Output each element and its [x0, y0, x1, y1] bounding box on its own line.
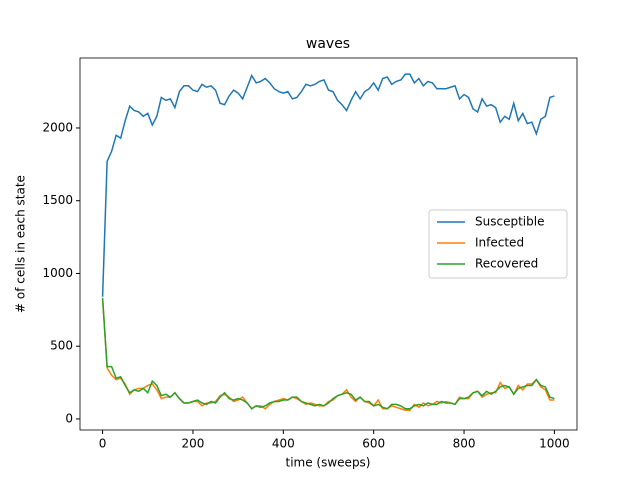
legend-label: Infected	[475, 236, 524, 250]
y-tick-label: 1000	[42, 266, 73, 280]
x-tick-label: 200	[182, 437, 205, 451]
y-tick-label: 2000	[42, 120, 73, 134]
y-tick-label: 0	[65, 411, 73, 425]
x-axis-label: time (sweeps)	[286, 456, 371, 470]
legend-box	[428, 209, 568, 279]
data-line	[101, 298, 555, 410]
legend-label: Susceptible	[475, 215, 544, 229]
x-tick-label: 1000	[539, 437, 570, 451]
x-tick-label: 600	[362, 437, 385, 451]
data-line	[101, 73, 555, 297]
x-tick-label: 800	[453, 437, 476, 451]
y-axis-label: # of cells in each state	[14, 175, 28, 313]
y-tick-label: 1500	[42, 193, 73, 207]
plot-frame	[79, 57, 578, 431]
y-tick-label: 500	[50, 339, 73, 353]
x-tick-label: 400	[272, 437, 295, 451]
chart-title: waves	[306, 36, 350, 52]
legend-label: Recovered	[475, 257, 538, 271]
x-tick-label: 0	[99, 437, 107, 451]
